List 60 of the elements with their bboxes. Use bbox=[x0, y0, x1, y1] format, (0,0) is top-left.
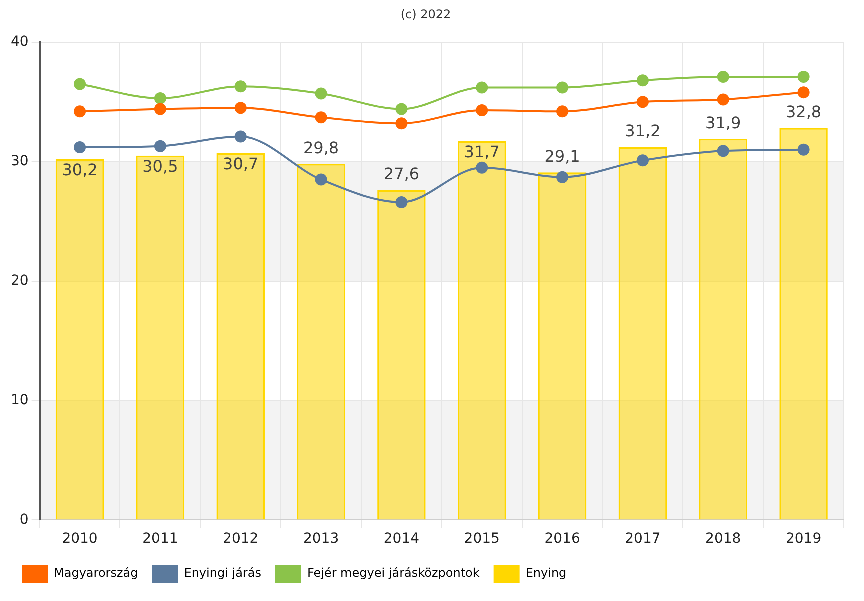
point bbox=[396, 103, 408, 116]
data-label: 31,7 bbox=[464, 142, 500, 162]
point bbox=[396, 196, 408, 208]
data-label: 29,8 bbox=[303, 138, 340, 158]
point bbox=[556, 82, 569, 94]
x-tick-label: 2014 bbox=[384, 531, 420, 548]
point bbox=[74, 142, 86, 154]
x-tick-label: 2015 bbox=[464, 531, 500, 548]
point bbox=[234, 80, 247, 93]
chart-title: (c) 2022 bbox=[400, 7, 452, 22]
point bbox=[315, 174, 328, 186]
legend-label: Magyarország bbox=[54, 566, 138, 580]
point bbox=[154, 140, 166, 152]
x-tick-label: 2019 bbox=[786, 531, 822, 548]
point bbox=[798, 86, 810, 99]
data-label: 31,2 bbox=[625, 122, 661, 141]
y-tick-label: 10 bbox=[10, 392, 29, 408]
point bbox=[636, 74, 649, 87]
y-tick-label: 30 bbox=[10, 153, 29, 170]
legend-label: Enyingi járás bbox=[184, 566, 262, 580]
x-tick-label: 2010 bbox=[62, 531, 98, 548]
legend-label: Fejér megyei járásközpontok bbox=[307, 566, 480, 580]
point bbox=[717, 145, 730, 158]
x-tick-label: 2017 bbox=[625, 531, 661, 548]
data-label: 30,7 bbox=[223, 154, 259, 174]
point bbox=[154, 92, 166, 105]
point bbox=[154, 103, 166, 116]
y-tick-label: 20 bbox=[10, 272, 29, 289]
x-tick-label: 2018 bbox=[706, 531, 742, 548]
legend-label: Enying bbox=[526, 566, 567, 580]
data-label: 32,8 bbox=[786, 102, 822, 122]
x-tick-label: 2016 bbox=[544, 531, 580, 548]
point bbox=[396, 118, 408, 130]
point bbox=[717, 94, 730, 106]
y-tick-label: 0 bbox=[20, 512, 29, 528]
point bbox=[556, 106, 569, 118]
point bbox=[798, 71, 810, 84]
point bbox=[636, 96, 649, 108]
data-label: 30,2 bbox=[62, 160, 98, 180]
point bbox=[476, 104, 488, 116]
point bbox=[315, 112, 328, 124]
point bbox=[556, 171, 569, 184]
point bbox=[476, 162, 488, 174]
x-tick-label: 2011 bbox=[142, 531, 178, 548]
point bbox=[636, 154, 649, 167]
point bbox=[476, 82, 488, 94]
data-label: 29,1 bbox=[544, 146, 580, 166]
point bbox=[234, 130, 247, 143]
point bbox=[234, 102, 247, 114]
point bbox=[74, 106, 86, 118]
y-tick-label: 40 bbox=[10, 34, 29, 50]
data-label: 27,6 bbox=[384, 164, 420, 184]
point bbox=[315, 88, 328, 100]
x-tick-label: 2012 bbox=[223, 531, 259, 548]
point bbox=[798, 144, 810, 156]
point bbox=[717, 71, 730, 84]
data-label: 31,9 bbox=[706, 113, 742, 132]
point bbox=[74, 78, 86, 90]
x-tick-label: 2013 bbox=[303, 531, 340, 548]
data-label: 30,5 bbox=[142, 157, 178, 176]
